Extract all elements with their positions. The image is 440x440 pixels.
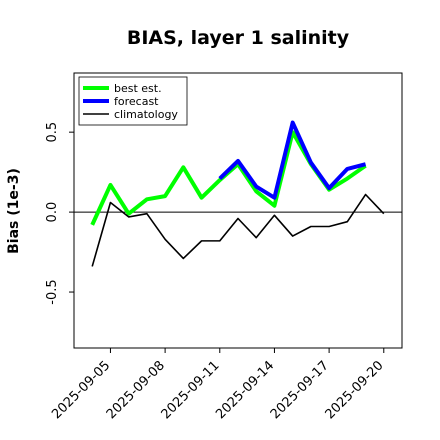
x-tick-label: 2025-09-20	[323, 358, 387, 422]
legend: best est. forecast climatology	[78, 76, 188, 126]
y-tick-label: 0.5	[45, 122, 60, 143]
legend-label-best-est: best est.	[114, 82, 162, 95]
plot-frame	[73, 72, 403, 349]
y-tick-label: -0.5	[45, 279, 60, 304]
y-tick-label: 0.0	[45, 202, 60, 223]
legend-label-forecast: forecast	[114, 95, 159, 108]
series-line-forecast	[218, 120, 367, 200]
legend-label-climatology: climatology	[114, 108, 178, 121]
y-axis-label: Bias (1e-3)	[6, 168, 22, 254]
axes: 2025-09-052025-09-082025-09-112025-09-14…	[45, 122, 387, 422]
chart-title: BIAS, layer 1 salinity	[127, 27, 350, 49]
series-line-climatology	[91, 193, 385, 267]
plot-area	[74, 120, 402, 267]
